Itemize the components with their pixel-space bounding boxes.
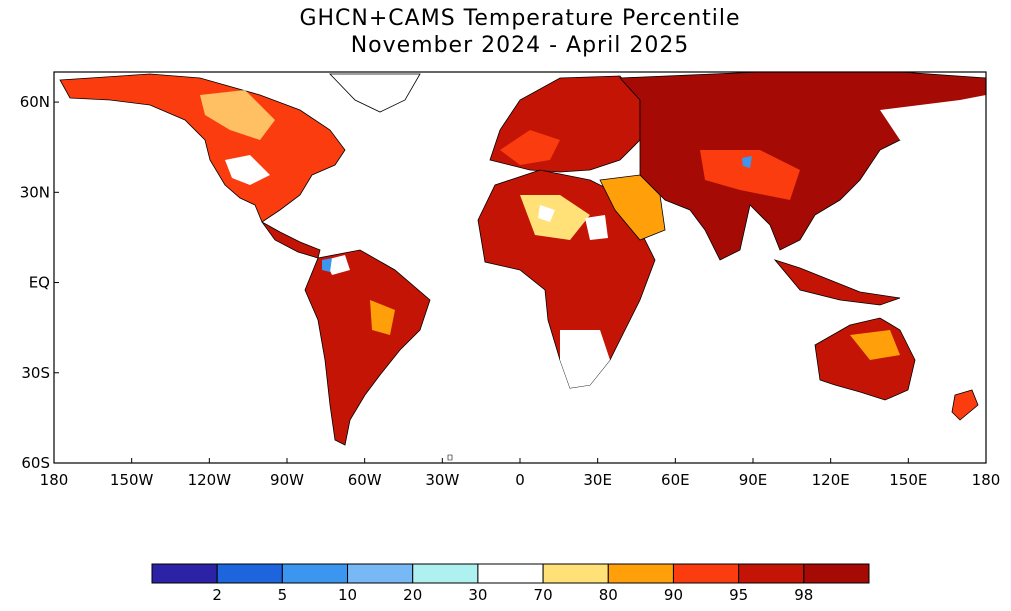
region-north-america	[59, 73, 346, 223]
region-africa	[477, 169, 656, 389]
legend-label: 10	[338, 586, 357, 604]
legend-label: 90	[664, 586, 683, 604]
legend-color-box	[803, 563, 870, 584]
lon-tick-label: 30W	[425, 471, 459, 489]
legend-label: 98	[794, 586, 813, 604]
continents-layer	[59, 72, 986, 461]
legend-color-box	[542, 563, 609, 584]
legend-label: 80	[599, 586, 618, 604]
legend-label: 95	[729, 586, 748, 604]
lon-tick-label: 90W	[270, 471, 304, 489]
lat-tick-label: 60N	[20, 93, 50, 111]
legend-color-box	[607, 563, 674, 584]
legend-color-box	[412, 563, 479, 584]
legend-color-box	[347, 563, 414, 584]
lon-tick-label: 150E	[889, 471, 927, 489]
latitude-ticks: 60N 30N EQ 30S 60S	[20, 93, 59, 472]
legend-label: 5	[278, 586, 288, 604]
legend-label: 70	[534, 586, 553, 604]
region-greenland	[329, 73, 421, 113]
legend-color-box	[672, 563, 740, 584]
map-title-line1: GHCN+CAMS Temperature Percentile	[299, 6, 741, 31]
lat-tick-label: EQ	[29, 274, 50, 292]
legend-color-box	[738, 563, 805, 584]
legend-color-box	[477, 563, 544, 584]
lat-tick-label: 30S	[21, 364, 50, 382]
lon-tick-label: 30E	[583, 471, 612, 489]
lon-tick-label: 60W	[348, 471, 382, 489]
lat-tick-label: 60S	[21, 454, 50, 472]
map-title-line2: November 2024 - April 2025	[350, 33, 690, 58]
legend-labels: 2 5 10 20 30 70 80 90 95 98	[212, 586, 813, 604]
lon-tick-label: 180	[972, 471, 1001, 489]
lon-tick-label: 120E	[812, 471, 850, 489]
legend-label: 30	[468, 586, 487, 604]
legend-color-box	[281, 563, 349, 584]
longitude-ticks: 180 150W 120W 90W 60W 30W 0 30E 60E 90E 120E 150E 18…	[40, 458, 1001, 489]
legend-color-box	[151, 563, 218, 584]
lon-tick-label: 90E	[739, 471, 768, 489]
legend-label: 2	[212, 586, 222, 604]
lon-tick-label: 150W	[110, 471, 154, 489]
lat-tick-label: 30N	[20, 183, 50, 201]
lon-tick-label: 180	[40, 471, 69, 489]
legend-boxes	[151, 563, 870, 584]
lon-tick-label: 120W	[188, 471, 232, 489]
lon-tick-label: 60E	[661, 471, 690, 489]
legend-color-box	[216, 563, 283, 584]
region-south-america	[304, 249, 431, 446]
lon-tick-label: 0	[515, 471, 525, 489]
legend-label: 20	[403, 586, 422, 604]
